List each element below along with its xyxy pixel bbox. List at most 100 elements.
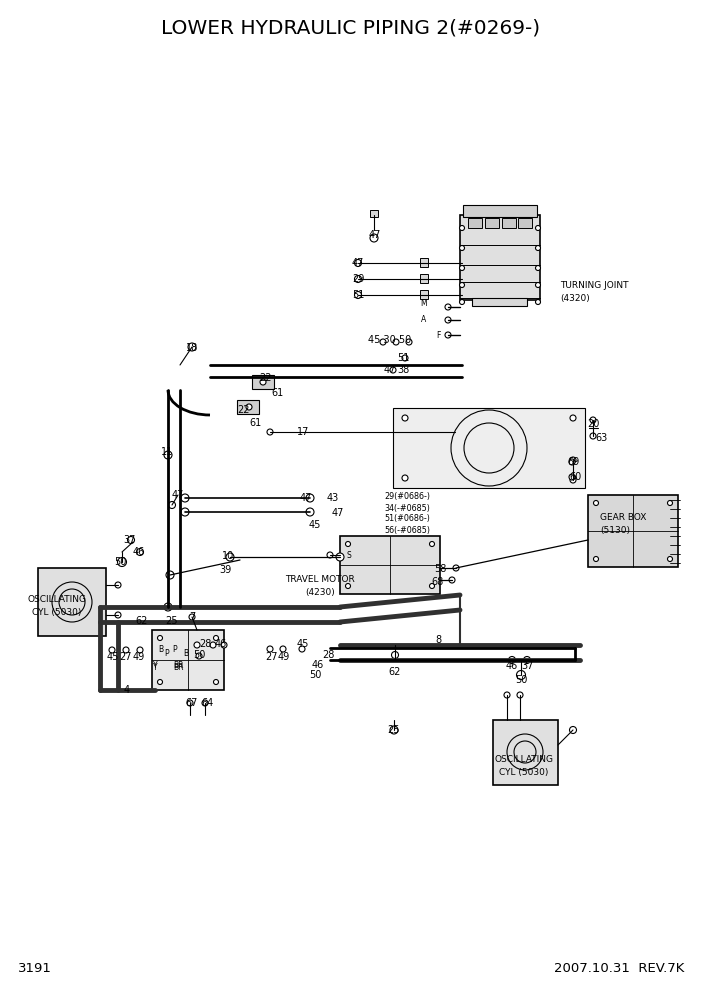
Circle shape [327, 552, 333, 558]
Circle shape [393, 339, 399, 345]
Text: 18: 18 [186, 343, 198, 353]
Text: 37: 37 [521, 661, 534, 671]
Text: 49: 49 [133, 652, 145, 662]
Circle shape [402, 415, 408, 421]
Circle shape [392, 652, 399, 659]
Circle shape [402, 355, 408, 361]
Circle shape [123, 647, 129, 653]
Text: 67: 67 [186, 698, 198, 708]
Bar [463, 205, 537, 217]
Text: 22: 22 [259, 373, 271, 383]
Text: BR: BR [173, 664, 183, 673]
Text: 10: 10 [222, 551, 234, 561]
Text: F: F [436, 330, 440, 339]
Text: 50: 50 [114, 557, 126, 567]
Text: 51: 51 [397, 353, 409, 363]
Text: 20: 20 [587, 419, 600, 429]
Circle shape [181, 508, 189, 516]
Circle shape [166, 571, 174, 579]
Text: 34(-#0685): 34(-#0685) [384, 504, 430, 513]
Text: P: P [173, 645, 178, 654]
Circle shape [194, 642, 200, 648]
Text: 46: 46 [312, 660, 324, 670]
Circle shape [187, 700, 193, 706]
Circle shape [306, 494, 314, 502]
Text: 61: 61 [272, 388, 284, 398]
Text: 2007.10.31  REV.7K: 2007.10.31 REV.7K [554, 962, 684, 975]
Circle shape [210, 642, 216, 648]
Circle shape [536, 225, 541, 230]
Text: 47: 47 [352, 258, 364, 268]
Circle shape [164, 451, 172, 459]
Circle shape [280, 646, 286, 652]
Text: 46: 46 [506, 661, 518, 671]
Bar [502, 218, 516, 228]
Text: 4: 4 [124, 685, 130, 695]
Text: 28: 28 [322, 650, 334, 660]
Text: 7: 7 [189, 612, 195, 622]
Text: 29: 29 [352, 274, 364, 284]
Text: 39: 39 [219, 565, 231, 575]
Bar [370, 210, 378, 217]
Circle shape [590, 433, 596, 439]
Text: 27: 27 [120, 652, 132, 662]
Circle shape [299, 646, 305, 652]
Bar [485, 218, 499, 228]
Text: OSCILLATING: OSCILLATING [27, 595, 86, 604]
Circle shape [345, 542, 350, 547]
Circle shape [355, 260, 362, 267]
Circle shape [188, 343, 196, 351]
Circle shape [569, 726, 576, 733]
Circle shape [445, 304, 451, 310]
Circle shape [569, 474, 575, 480]
Circle shape [569, 459, 575, 465]
Circle shape [430, 583, 435, 588]
Text: BR: BR [173, 662, 183, 671]
Circle shape [445, 317, 451, 323]
Text: CYL (5030): CYL (5030) [32, 607, 81, 616]
Circle shape [115, 582, 121, 588]
Text: TURNING JOINT: TURNING JOINT [560, 281, 628, 290]
Text: 29(#0686-): 29(#0686-) [384, 492, 430, 502]
Circle shape [402, 475, 408, 481]
Circle shape [590, 417, 596, 423]
Circle shape [213, 680, 218, 684]
Text: 60: 60 [570, 472, 582, 482]
Text: 47: 47 [384, 365, 396, 375]
Text: 27: 27 [265, 652, 277, 662]
Text: 17: 17 [297, 427, 309, 437]
Text: TRAVEL MOTOR: TRAVEL MOTOR [285, 575, 355, 584]
Text: B: B [159, 645, 164, 654]
Text: (4230): (4230) [305, 587, 335, 596]
Bar [588, 495, 678, 567]
Bar [460, 215, 540, 300]
Text: B: B [183, 650, 189, 659]
Polygon shape [393, 408, 585, 488]
Text: 28: 28 [199, 639, 211, 649]
Circle shape [267, 429, 273, 435]
Text: 45: 45 [309, 520, 322, 530]
Circle shape [181, 494, 189, 502]
Circle shape [137, 647, 143, 653]
Circle shape [524, 657, 531, 664]
Bar [468, 218, 482, 228]
Circle shape [128, 537, 135, 544]
Text: 25: 25 [165, 616, 177, 626]
Text: 64: 64 [201, 698, 213, 708]
Circle shape [536, 300, 541, 305]
Text: 68: 68 [431, 577, 443, 587]
Circle shape [406, 339, 412, 345]
Text: 58: 58 [434, 564, 446, 574]
Text: 47: 47 [300, 493, 312, 503]
Text: 63: 63 [595, 433, 607, 443]
Text: Y: Y [153, 662, 157, 671]
Text: 11: 11 [161, 447, 173, 457]
Circle shape [460, 283, 465, 288]
Circle shape [390, 726, 398, 734]
Circle shape [168, 502, 176, 509]
Circle shape [306, 508, 314, 516]
Text: 50: 50 [193, 650, 205, 660]
Text: 46: 46 [215, 639, 227, 649]
Circle shape [226, 553, 234, 561]
Text: 56(-#0685): 56(-#0685) [384, 526, 430, 535]
